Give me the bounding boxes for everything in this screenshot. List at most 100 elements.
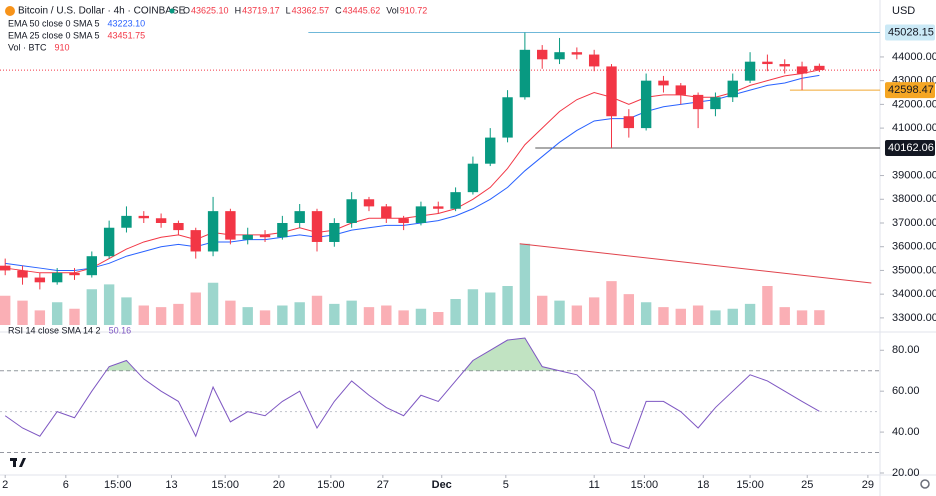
candle-body: [346, 199, 357, 223]
candle-body: [433, 206, 444, 209]
currency: USD: [892, 5, 915, 17]
volume-bar: [692, 305, 704, 325]
x-tick-label: 15:00: [736, 479, 764, 491]
candle-body: [277, 222, 288, 238]
y-tick-label: 39000.00: [892, 169, 936, 181]
symbol-title: Bitcoin / U.S. Dollar · 4h · COINBASE: [18, 6, 186, 17]
volume-bar: [381, 305, 392, 325]
candle-body: [34, 277, 46, 283]
candle-body: [242, 234, 253, 240]
volume-bar: [173, 303, 184, 325]
volume-bar: [207, 282, 219, 325]
x-tick-label: 13: [165, 479, 177, 491]
candle-body: [190, 230, 201, 252]
candle-body: [727, 80, 738, 98]
candle-body: [692, 94, 704, 110]
volume-bar: [762, 286, 773, 325]
volume-value: 910: [55, 42, 70, 52]
candle-body: [363, 199, 375, 207]
rsi-y-tick-label: 60.00: [892, 385, 920, 397]
candle-body: [658, 80, 669, 86]
candle-body: [17, 270, 28, 278]
volume-bar: [103, 284, 115, 325]
ohlc-value: 43445.62: [343, 5, 381, 15]
candle-body: [103, 227, 115, 257]
volume-bar: [710, 310, 721, 325]
ohlc-label: L: [286, 5, 291, 15]
volume-bar: [623, 294, 635, 325]
candle-body: [519, 49, 531, 98]
candle-body: [121, 215, 132, 228]
y-tick-label: 35000.00: [892, 264, 936, 276]
indicator-name: EMA 25 close 0 SMA 5: [8, 30, 100, 40]
x-tick-label: 11: [588, 479, 599, 491]
volume-bar: [779, 307, 790, 325]
x-tick-label: 27: [377, 479, 389, 491]
volume-bar: [450, 299, 461, 325]
volume-bar: [311, 295, 323, 325]
ohlc-label: Vol: [386, 5, 399, 15]
candle-body: [0, 265, 11, 271]
volume-bar: [467, 289, 479, 325]
volume-trendline: [519, 243, 872, 284]
volume-bar: [86, 289, 98, 325]
level-badge: [885, 24, 935, 41]
indicator-value: 43223.10: [108, 18, 146, 28]
ohlc-value: 43362.57: [292, 5, 330, 15]
ohlc-label: H: [235, 5, 242, 15]
candle-body: [779, 64, 790, 67]
rsi-line: [4, 337, 820, 450]
level-label: 45028.15: [888, 26, 934, 38]
level-badge: [885, 139, 935, 156]
x-tick-label: 15:00: [631, 479, 659, 491]
x-tick-label: 15:00: [104, 479, 132, 491]
volume-name: Vol · BTC: [8, 42, 47, 52]
candle-body: [381, 206, 392, 219]
level-badge: [885, 82, 935, 99]
y-tick-label: 34000.00: [892, 288, 936, 300]
y-tick-label: 38000.00: [892, 193, 936, 205]
volume-bar: [277, 305, 288, 325]
x-tick-label: 18: [697, 479, 709, 491]
candle-body: [814, 65, 825, 71]
candle-body: [606, 66, 617, 117]
candle-body: [710, 97, 721, 110]
y-tick-label: 41000.00: [892, 122, 936, 134]
candle-body: [450, 192, 461, 209]
volume-bar: [259, 310, 271, 325]
y-tick-label: 42000.00: [892, 98, 936, 110]
volume-bar: [155, 307, 167, 325]
candle-body: [415, 206, 427, 223]
candle-body: [640, 80, 652, 129]
candle-body: [294, 211, 305, 223]
y-tick-label: 36000.00: [892, 241, 936, 253]
candle-body: [467, 163, 479, 193]
volume-bar: [121, 297, 132, 325]
y-tick-label: 44000.00: [892, 51, 936, 63]
x-tick-label: Dec: [432, 479, 452, 491]
level-label: 40162.06: [888, 142, 934, 154]
x-tick-label: 25: [801, 479, 813, 491]
volume-bar: [346, 300, 357, 325]
volume-bar: [519, 243, 531, 325]
rsi-y-tick-label: 80.00: [892, 344, 920, 356]
y-tick-label: 33000.00: [892, 312, 936, 324]
x-tick-label: 5: [503, 479, 509, 491]
level-label: 42598.47: [888, 84, 934, 96]
volume-bar: [69, 308, 80, 325]
indicator-value: 43451.75: [108, 30, 146, 40]
indicator-name: EMA 50 close 0 SMA 5: [8, 18, 100, 28]
volume-bar: [675, 308, 686, 325]
candle-body: [225, 211, 236, 240]
candle-body: [69, 272, 80, 276]
ohlc-value: 910.72: [400, 5, 428, 15]
volume-bar: [485, 292, 496, 325]
volume-bar: [658, 307, 669, 325]
candle-body: [485, 137, 496, 164]
settings-icon[interactable]: [920, 479, 930, 489]
candle-body: [571, 52, 583, 55]
ohlc-value: 43625.10: [191, 5, 229, 15]
volume-bar: [242, 307, 253, 325]
